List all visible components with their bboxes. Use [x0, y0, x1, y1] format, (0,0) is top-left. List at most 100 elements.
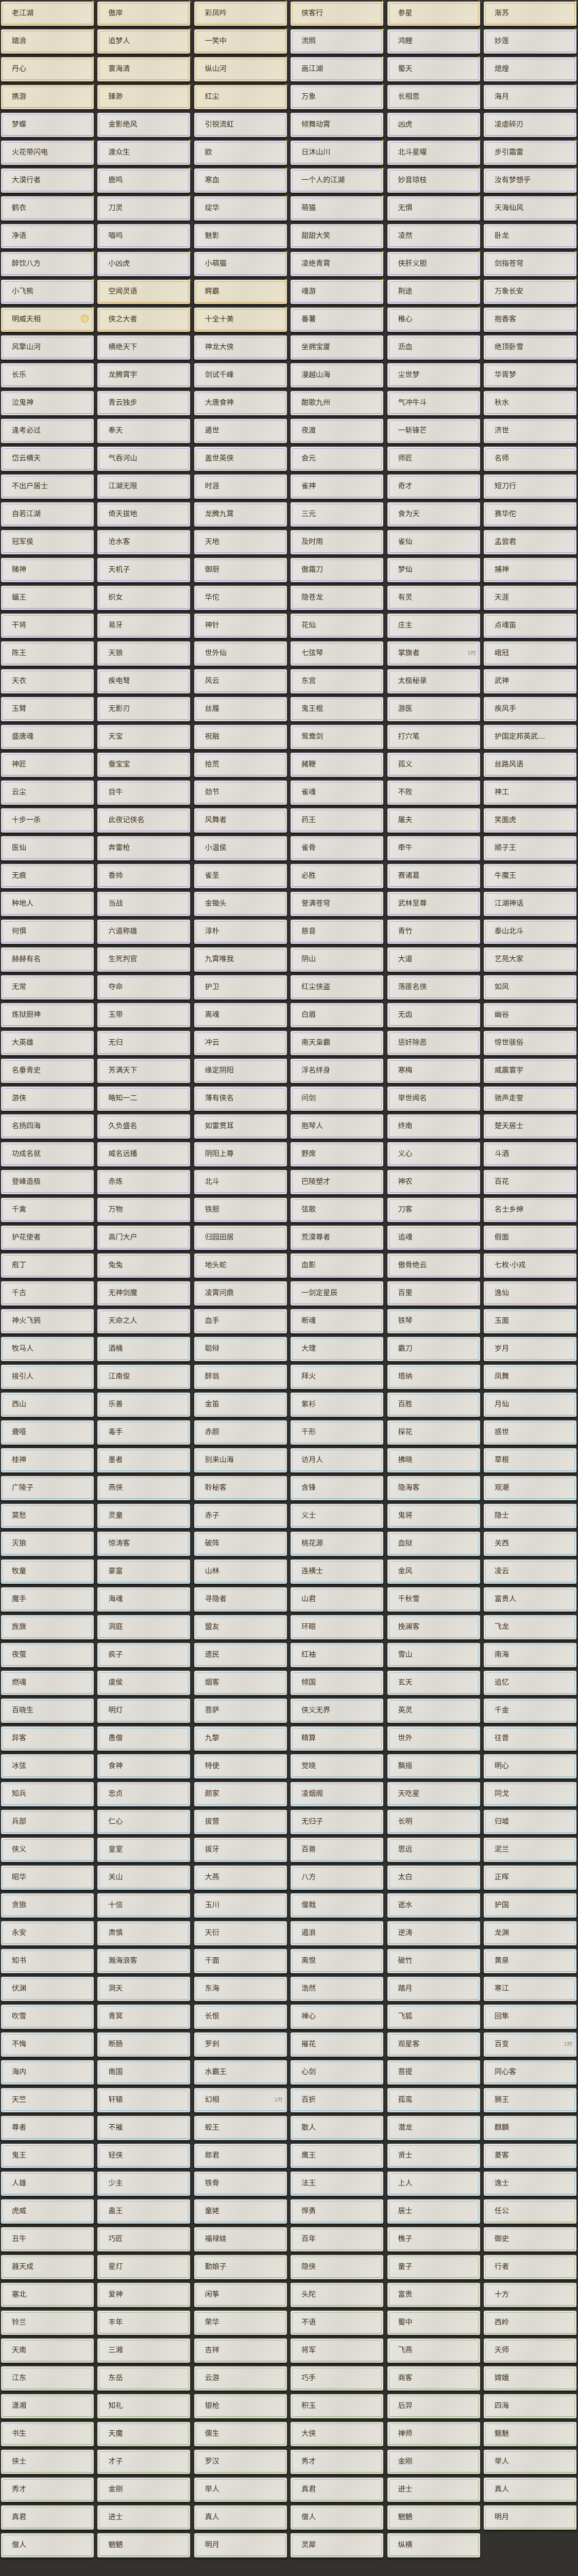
title-card[interactable]: 小温侯: [194, 836, 287, 860]
title-card[interactable]: 神工: [483, 781, 576, 805]
title-card[interactable]: 天衣: [1, 669, 94, 693]
title-card[interactable]: 峨冠: [483, 641, 576, 666]
title-card[interactable]: 无齿: [387, 1003, 480, 1027]
title-card[interactable]: 十信: [97, 1893, 191, 1918]
title-card[interactable]: 顺子王: [483, 836, 576, 860]
title-card[interactable]: 风舞者: [194, 808, 287, 833]
title-card[interactable]: 回隼: [483, 2005, 576, 2029]
title-card[interactable]: 侠义: [1, 1838, 94, 1862]
title-card[interactable]: 明月: [483, 2505, 576, 2530]
title-card[interactable]: 荒漠尊者: [291, 1226, 384, 1250]
title-card[interactable]: 毒手: [97, 1420, 191, 1445]
title-card[interactable]: 野席: [291, 1142, 384, 1166]
title-card[interactable]: 不摧: [97, 2116, 191, 2140]
title-card[interactable]: 追魂: [387, 1226, 480, 1250]
title-card[interactable]: 荣华: [194, 2311, 287, 2335]
title-card[interactable]: 赭鞭: [291, 753, 384, 777]
title-card[interactable]: 嫦娥: [483, 2366, 576, 2391]
title-card[interactable]: 拂晓: [387, 1448, 480, 1472]
title-card[interactable]: 塞北: [1, 2283, 94, 2307]
title-card[interactable]: 绝顶卧雪: [483, 335, 576, 360]
title-card[interactable]: 真君: [291, 2478, 384, 2502]
title-card[interactable]: 长明: [387, 1810, 480, 1834]
title-card[interactable]: 护花使者: [1, 1226, 94, 1250]
title-card[interactable]: 洞庭: [97, 1615, 191, 1639]
title-card[interactable]: 挽澜客: [387, 1615, 480, 1639]
title-card[interactable]: ✦ 大漠行者: [1, 166, 95, 193]
title-card[interactable]: 塔纳: [387, 1365, 480, 1389]
title-card[interactable]: 义士: [291, 1504, 384, 1528]
title-card[interactable]: 尊者: [1, 2116, 94, 2140]
title-card[interactable]: 遏浪: [291, 1921, 384, 1945]
title-card[interactable]: 南国: [97, 2060, 191, 2084]
title-card[interactable]: 思远: [387, 1838, 480, 1862]
title-card[interactable]: 菩萨: [194, 1699, 287, 1723]
title-card[interactable]: 护卫: [194, 975, 287, 999]
title-card[interactable]: 拜火: [291, 1365, 384, 1389]
title-card[interactable]: 玉带: [97, 1003, 191, 1027]
title-card[interactable]: 庄主: [387, 614, 480, 638]
title-card[interactable]: 自若江湖: [1, 502, 94, 527]
title-card[interactable]: 登峰造极: [1, 1170, 94, 1194]
title-card[interactable]: 罗汉: [194, 2450, 287, 2474]
title-card[interactable]: 天吃星: [387, 1782, 480, 1806]
title-card[interactable]: 横绝天下: [97, 335, 191, 360]
title-card[interactable]: 食为天: [387, 502, 480, 527]
title-card[interactable]: 莫愁: [1, 1504, 94, 1528]
title-card[interactable]: 千古: [1, 1281, 94, 1306]
title-card[interactable]: 神匠: [1, 753, 94, 777]
title-card[interactable]: 打穴笔: [387, 725, 480, 749]
title-card[interactable]: 千秋雪: [387, 1587, 480, 1612]
title-card[interactable]: 后羿: [387, 2394, 480, 2418]
title-card[interactable]: ✦ 红尘: [194, 83, 288, 109]
title-card[interactable]: 斗酒: [483, 1142, 576, 1166]
title-card[interactable]: 僧人: [1, 2533, 94, 2557]
title-card[interactable]: 铁骨: [194, 2172, 287, 2196]
title-card[interactable]: 心剑: [291, 2060, 384, 2084]
title-card[interactable]: 环眼: [291, 1615, 384, 1639]
title-card[interactable]: 气吞河山: [97, 447, 191, 471]
title-card[interactable]: 不悔: [1, 2032, 94, 2057]
title-card[interactable]: ✦ 海月: [483, 83, 578, 109]
title-card[interactable]: 岱云横天: [1, 447, 94, 471]
title-card[interactable]: 拔营: [194, 1810, 287, 1834]
title-card[interactable]: ✦ 流照: [291, 27, 385, 54]
title-card[interactable]: 逢考必过: [1, 419, 94, 443]
title-card[interactable]: 大唐食神: [194, 391, 287, 415]
title-card[interactable]: ✦ 鳄霸: [194, 278, 288, 304]
title-card[interactable]: 夜萤: [1, 1643, 94, 1667]
title-card[interactable]: 凌烟阁: [291, 1782, 384, 1806]
title-card[interactable]: ✦ 傲岸: [97, 0, 192, 26]
title-card[interactable]: ✦ 魂游: [291, 278, 385, 304]
title-card[interactable]: 魅影: [194, 224, 287, 248]
title-card[interactable]: 金影绝风: [97, 113, 191, 137]
title-card[interactable]: 夜渡: [291, 419, 384, 443]
title-card[interactable]: 喵呜: [97, 224, 191, 248]
title-card[interactable]: 赫赫有名: [1, 947, 94, 972]
title-card[interactable]: 四海: [483, 2394, 576, 2418]
title-card[interactable]: 接引人: [1, 1365, 94, 1389]
title-card[interactable]: 青云独步: [97, 391, 191, 415]
title-card[interactable]: 逸士: [483, 2172, 576, 2196]
title-card[interactable]: 会元: [291, 447, 384, 471]
title-card[interactable]: 大侠: [291, 2422, 384, 2446]
title-card[interactable]: 百折: [291, 2088, 384, 2112]
title-card[interactable]: 天涯: [483, 586, 576, 610]
title-card[interactable]: 百晓生: [1, 1699, 94, 1723]
title-card[interactable]: 护国: [483, 1893, 576, 1918]
title-card[interactable]: 凤舞: [483, 1365, 576, 1389]
title-card[interactable]: 蝠王: [1, 586, 94, 610]
title-card[interactable]: 百胜: [387, 1393, 480, 1417]
title-card[interactable]: 月仙: [483, 1393, 576, 1417]
title-card[interactable]: ✦ 画江湖: [291, 55, 385, 81]
title-card[interactable]: 疾风手: [483, 697, 576, 721]
title-card[interactable]: ✦ 侠之大者: [97, 306, 192, 332]
title-card[interactable]: 师匠: [387, 447, 480, 471]
title-card[interactable]: 大英雄: [1, 1031, 94, 1055]
title-card[interactable]: 才子: [97, 2450, 191, 2474]
title-card[interactable]: ✦ 稚心: [387, 306, 482, 332]
title-card[interactable]: ✦ 寒血: [194, 166, 288, 193]
title-card[interactable]: 香帅: [97, 864, 191, 888]
title-card[interactable]: 云游: [194, 2366, 287, 2391]
title-card[interactable]: 醉翁: [194, 1365, 287, 1389]
